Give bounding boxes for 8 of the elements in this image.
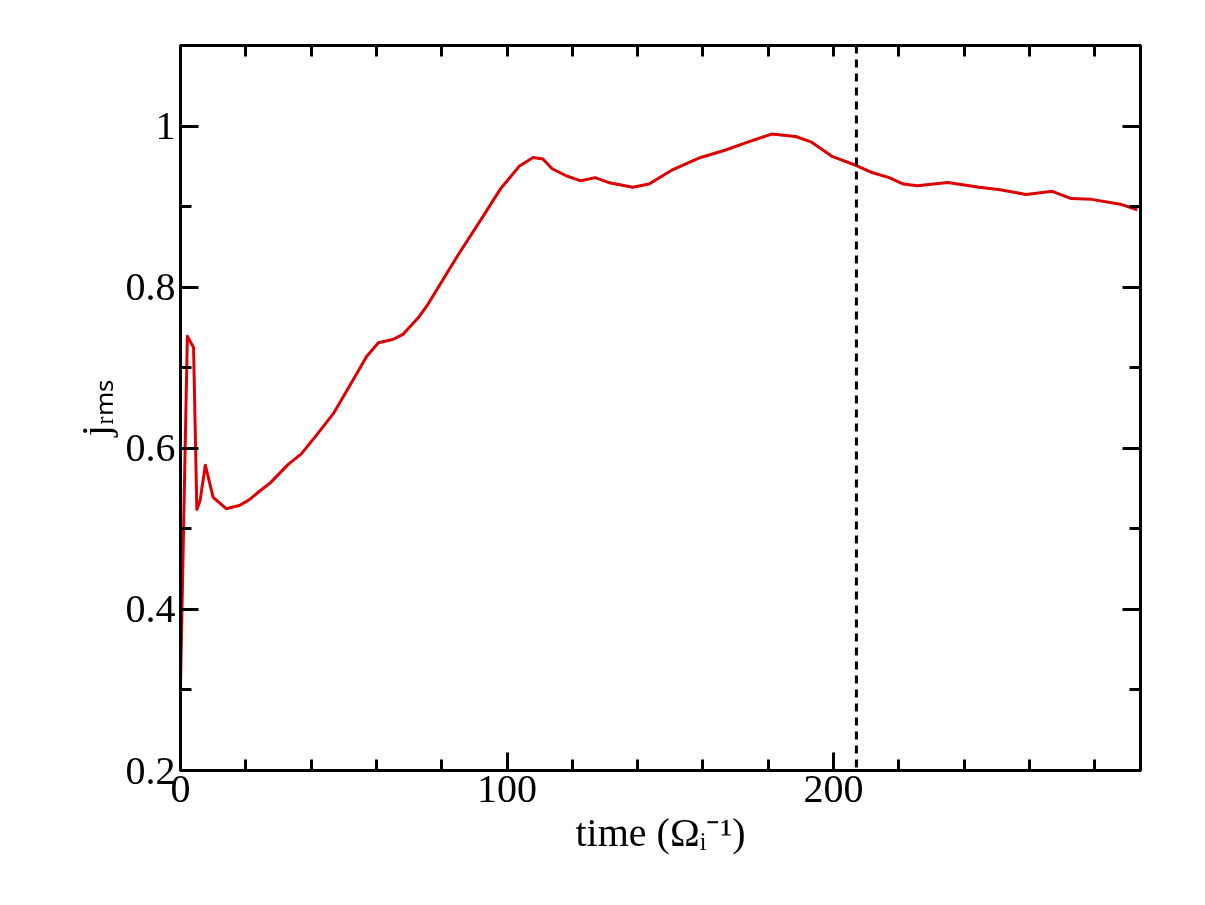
y-tick-label: 0.8 — [125, 264, 176, 310]
x-tick-label: 200 — [803, 765, 864, 811]
x-axis-title: time (Ωᵢ⁻¹) — [575, 809, 746, 855]
y-tick-label: 1 — [155, 103, 176, 149]
x-tick-label: 100 — [477, 765, 538, 811]
y-tick-label: 0.4 — [125, 586, 176, 632]
y-axis-title: jᵣₘₛ — [72, 379, 118, 439]
y-tick-label: 0.6 — [125, 425, 176, 471]
